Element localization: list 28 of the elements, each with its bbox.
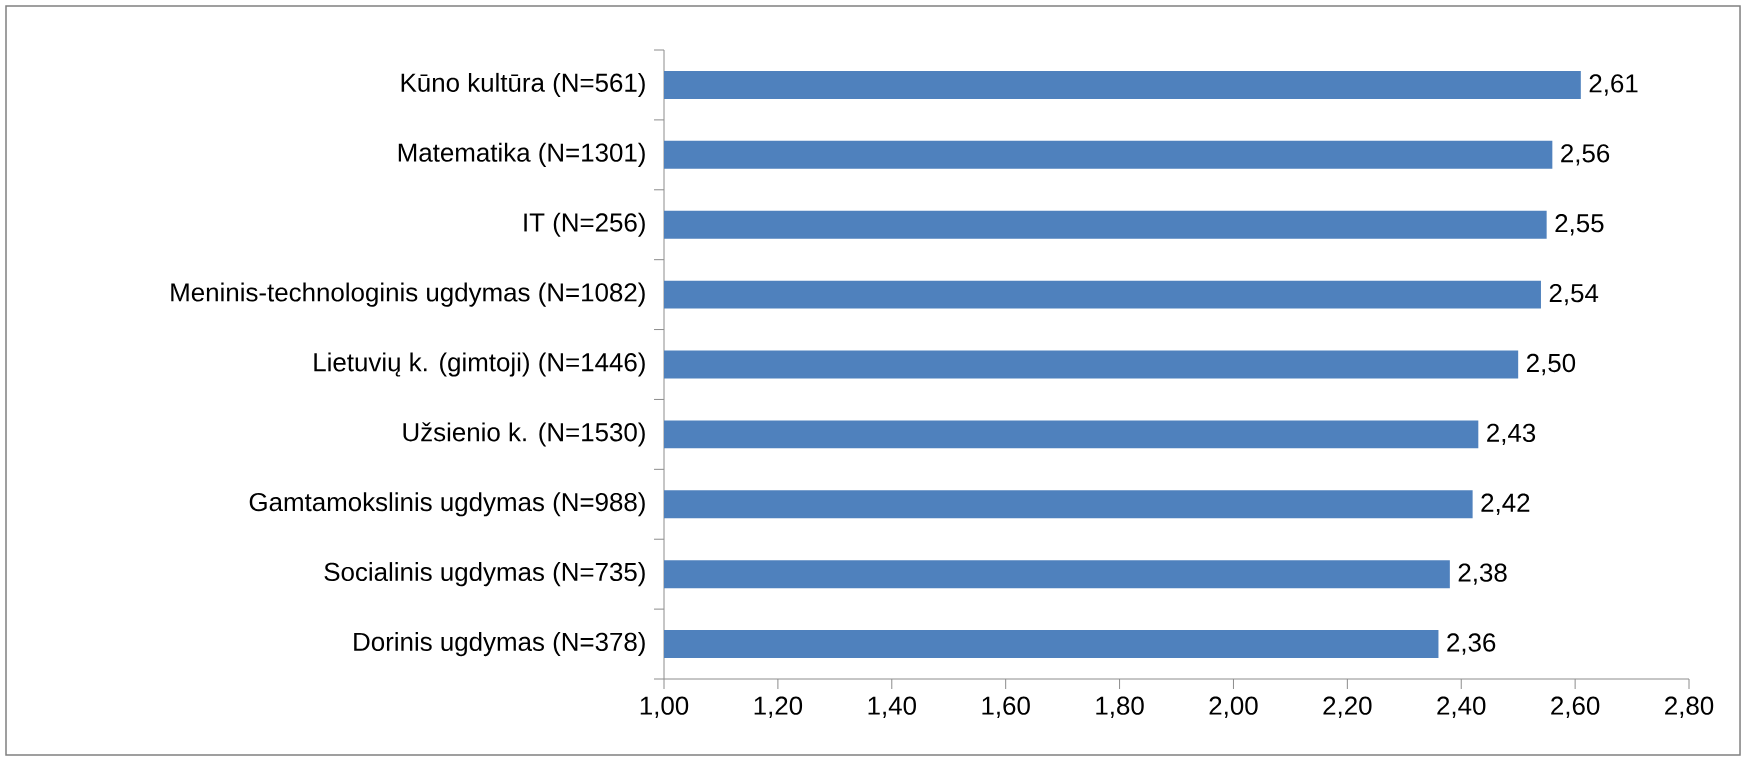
y-tick-label: Socialinis ugdymas (N=735)	[324, 562, 645, 587]
y-tick-label: Matematika (N=1301)	[398, 142, 645, 167]
y-tick-label: Meninis-technologinis ugdymas (N=1082)	[171, 282, 645, 307]
y-tick-label: Užsienio k. (N=1530)	[403, 422, 645, 447]
x-tick-label: 1,80	[1096, 696, 1144, 718]
x-tick-label: 1,40	[868, 696, 916, 718]
data-label: 2,36	[1447, 633, 1496, 655]
y-tick-label: Lietuvių k. (gimtoji) (N=1446)	[314, 352, 645, 377]
x-tick-label: 2,60	[1551, 696, 1600, 718]
data-label: 2,43	[1487, 423, 1536, 446]
data-label: 2,42	[1481, 493, 1530, 515]
x-tick-label: 1,00	[640, 696, 689, 718]
data-label: 2,38	[1458, 563, 1507, 585]
x-tick-label: 1,60	[982, 696, 1030, 718]
y-tick-label: Kūno kultūra (N=561)	[401, 72, 645, 98]
x-tick-label: 2,40	[1437, 696, 1486, 718]
data-label: 2,54	[1549, 283, 1599, 306]
x-tick-label: 2,00	[1209, 696, 1258, 718]
x-tick-label: 1,20	[754, 696, 803, 718]
data-label: 2,61	[1589, 74, 1638, 96]
data-label: 2,56	[1561, 144, 1610, 166]
x-tick-label: 2,80	[1665, 696, 1714, 718]
y-tick-label: Dorinis ugdymas (N=378)	[354, 632, 645, 657]
data-label: 2,55	[1555, 214, 1604, 236]
x-tick-label: 2,20	[1323, 696, 1372, 718]
y-tick-label: Gamtamokslinis ugdymas (N=988)	[249, 492, 645, 517]
data-label: 2,50	[1526, 353, 1576, 376]
y-tick-label: IT (N=256)	[524, 212, 645, 237]
